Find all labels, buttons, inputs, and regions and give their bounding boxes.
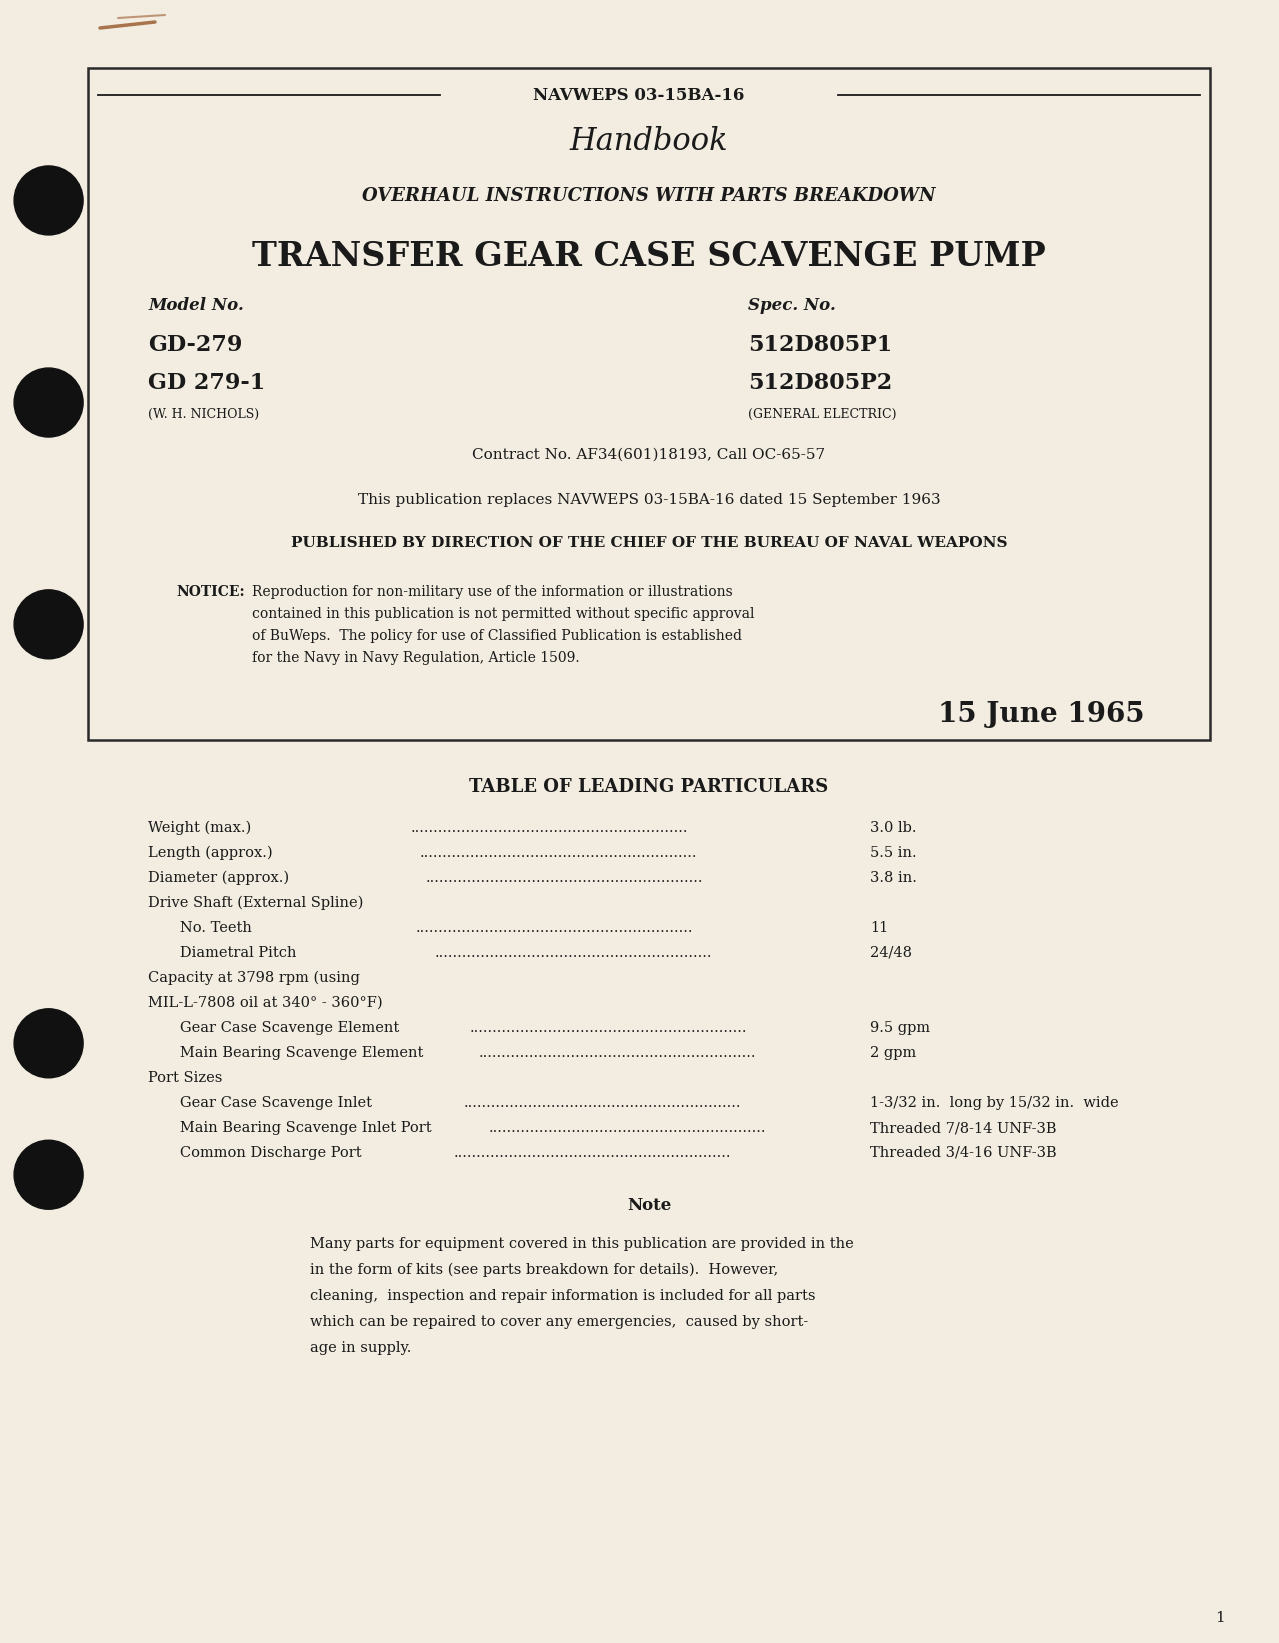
Text: Contract No. AF34(601)18193, Call OC-65-57: Contract No. AF34(601)18193, Call OC-65-… — [472, 449, 825, 462]
Bar — [88, 67, 1210, 739]
Text: ............................................................: ........................................… — [463, 1096, 741, 1111]
Circle shape — [14, 368, 83, 437]
Text: OVERHAUL INSTRUCTIONS WITH PARTS BREAKDOWN: OVERHAUL INSTRUCTIONS WITH PARTS BREAKDO… — [362, 187, 936, 205]
Text: 2 gpm: 2 gpm — [870, 1047, 916, 1060]
Text: Gear Case Scavenge Element: Gear Case Scavenge Element — [166, 1020, 399, 1035]
Text: Gear Case Scavenge Inlet: Gear Case Scavenge Inlet — [166, 1096, 372, 1111]
Text: 15 June 1965: 15 June 1965 — [939, 702, 1145, 728]
Text: Length (approx.): Length (approx.) — [148, 846, 272, 861]
Text: ............................................................: ........................................… — [480, 1047, 757, 1060]
Text: Spec. No.: Spec. No. — [748, 297, 835, 314]
Text: Main Bearing Scavenge Inlet Port: Main Bearing Scavenge Inlet Port — [166, 1121, 431, 1135]
Text: for the Navy in Navy Regulation, Article 1509.: for the Navy in Navy Regulation, Article… — [252, 651, 579, 665]
Text: Port Sizes: Port Sizes — [148, 1071, 223, 1084]
Text: Reproduction for non-military use of the information or illustrations: Reproduction for non-military use of the… — [252, 585, 733, 600]
Circle shape — [14, 590, 83, 659]
Text: Capacity at 3798 rpm (using: Capacity at 3798 rpm (using — [148, 971, 359, 986]
Circle shape — [14, 1140, 83, 1209]
Text: ............................................................: ........................................… — [435, 946, 712, 960]
Text: NAVWEPS 03-15BA-16: NAVWEPS 03-15BA-16 — [533, 87, 744, 104]
Text: This publication replaces NAVWEPS 03-15BA-16 dated 15 September 1963: This publication replaces NAVWEPS 03-15B… — [358, 493, 940, 508]
Text: Many parts for equipment covered in this publication are provided in the: Many parts for equipment covered in this… — [310, 1237, 854, 1250]
Text: 3.0 lb.: 3.0 lb. — [870, 822, 917, 835]
Text: ............................................................: ........................................… — [469, 1020, 747, 1035]
Circle shape — [14, 166, 83, 235]
Text: GD 279-1: GD 279-1 — [148, 371, 265, 394]
Text: Drive Shaft (External Spline): Drive Shaft (External Spline) — [148, 895, 363, 910]
Text: 11: 11 — [870, 922, 888, 935]
Text: TRANSFER GEAR CASE SCAVENGE PUMP: TRANSFER GEAR CASE SCAVENGE PUMP — [252, 240, 1046, 273]
Text: NOTICE:: NOTICE: — [177, 585, 244, 600]
Text: Note: Note — [627, 1196, 671, 1214]
Text: Handbook: Handbook — [569, 127, 728, 158]
Text: 512D805P1: 512D805P1 — [748, 334, 893, 357]
Text: GD-279: GD-279 — [148, 334, 243, 357]
Text: 5.5 in.: 5.5 in. — [870, 846, 917, 859]
Text: 24/48: 24/48 — [870, 946, 912, 960]
Text: Main Bearing Scavenge Element: Main Bearing Scavenge Element — [166, 1047, 423, 1060]
Text: ............................................................: ........................................… — [411, 822, 688, 835]
Text: Threaded 3/4-16 UNF-3B: Threaded 3/4-16 UNF-3B — [870, 1147, 1056, 1160]
Text: Weight (max.): Weight (max.) — [148, 822, 251, 835]
Text: TABLE OF LEADING PARTICULARS: TABLE OF LEADING PARTICULARS — [469, 779, 829, 795]
Text: (W. H. NICHOLS): (W. H. NICHOLS) — [148, 407, 260, 421]
Text: ............................................................: ........................................… — [416, 922, 693, 935]
Text: PUBLISHED BY DIRECTION OF THE CHIEF OF THE BUREAU OF NAVAL WEAPONS: PUBLISHED BY DIRECTION OF THE CHIEF OF T… — [290, 536, 1008, 550]
Text: ............................................................: ........................................… — [426, 871, 703, 886]
Text: 1-3/32 in.  long by 15/32 in.  wide: 1-3/32 in. long by 15/32 in. wide — [870, 1096, 1119, 1111]
Text: Diameter (approx.): Diameter (approx.) — [148, 871, 289, 886]
Text: Common Discharge Port: Common Discharge Port — [166, 1147, 362, 1160]
Text: (GENERAL ELECTRIC): (GENERAL ELECTRIC) — [748, 407, 897, 421]
Text: in the form of kits (see parts breakdown for details).  However,: in the form of kits (see parts breakdown… — [310, 1263, 778, 1277]
Text: Diametral Pitch: Diametral Pitch — [166, 946, 297, 960]
Text: No. Teeth: No. Teeth — [166, 922, 252, 935]
Text: 3.8 in.: 3.8 in. — [870, 871, 917, 886]
Text: Threaded 7/8-14 UNF-3B: Threaded 7/8-14 UNF-3B — [870, 1121, 1056, 1135]
Text: MIL-L-7808 oil at 340° - 360°F): MIL-L-7808 oil at 340° - 360°F) — [148, 996, 382, 1010]
Text: age in supply.: age in supply. — [310, 1341, 412, 1355]
Text: contained in this publication is not permitted without specific approval: contained in this publication is not per… — [252, 606, 755, 621]
Text: 1: 1 — [1215, 1612, 1225, 1625]
Text: of BuWeps.  The policy for use of Classified Publication is established: of BuWeps. The policy for use of Classif… — [252, 629, 742, 642]
Text: Model No.: Model No. — [148, 297, 244, 314]
Text: 9.5 gpm: 9.5 gpm — [870, 1020, 930, 1035]
Text: 512D805P2: 512D805P2 — [748, 371, 893, 394]
Text: cleaning,  inspection and repair information is included for all parts: cleaning, inspection and repair informat… — [310, 1290, 816, 1303]
Text: ............................................................: ........................................… — [420, 846, 697, 859]
Text: which can be repaired to cover any emergencies,  caused by short-: which can be repaired to cover any emerg… — [310, 1314, 808, 1329]
Circle shape — [14, 1009, 83, 1078]
Text: ............................................................: ........................................… — [454, 1147, 732, 1160]
Text: ............................................................: ........................................… — [489, 1121, 766, 1135]
